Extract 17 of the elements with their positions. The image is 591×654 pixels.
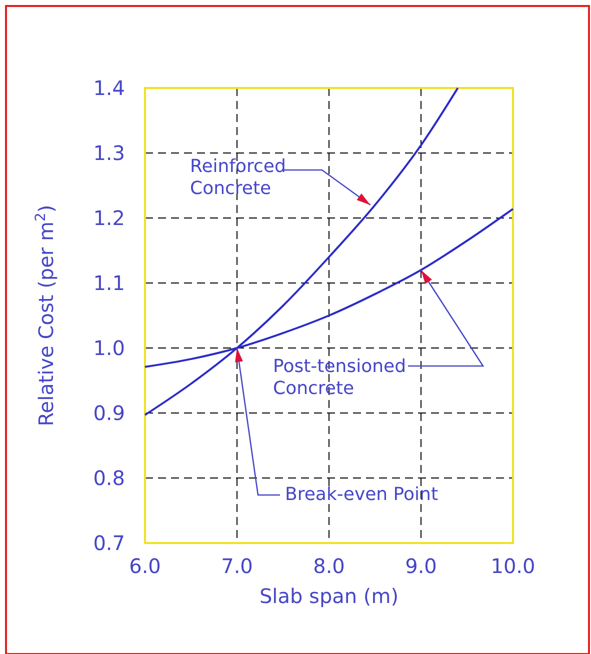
x-tick-label: 8.0	[313, 554, 345, 578]
y-tick-label: 1.3	[93, 141, 125, 165]
y-tick-label: 0.7	[93, 531, 125, 555]
annotation: Break-even Point	[285, 484, 438, 505]
x-tick-label: 9.0	[405, 554, 437, 578]
x-tick-label: 7.0	[221, 554, 253, 578]
y-tick-label: 1.2	[93, 206, 125, 230]
annotation: Post-tensioned Concrete	[273, 356, 406, 399]
x-tick-label: 6.0	[129, 554, 161, 578]
y-tick-label: 0.8	[93, 466, 125, 490]
y-tick-label: 1.4	[93, 76, 125, 100]
annotation: Reinforced Concrete	[190, 156, 286, 199]
x-tick-label: 10.0	[490, 554, 536, 578]
x-axis-title: Slab span (m)	[259, 584, 399, 608]
y-tick-label: 1.1	[93, 271, 125, 295]
y-tick-label: 0.9	[93, 401, 125, 425]
y-tick-label: 1.0	[93, 336, 125, 360]
